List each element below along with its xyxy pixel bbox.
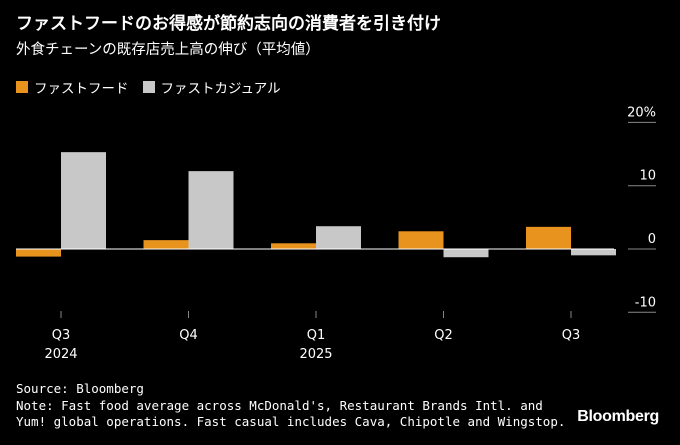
x-tick-label-2: Q1 <box>307 328 326 343</box>
footnote-line-1: Note: Fast food average across McDonald'… <box>16 397 543 413</box>
bar-fast-casual-1 <box>188 171 234 249</box>
legend-swatch-fast-food <box>16 81 28 93</box>
y-tick-label-0: 20% <box>627 105 656 120</box>
x-tick-label-4: Q3 <box>562 328 581 343</box>
bar-fast-food-1 <box>143 240 189 249</box>
chart-subtitle: 外食チェーンの既存店売上高の伸び（平均値） <box>16 42 320 58</box>
footnote-line-2: Yum! global operations. Fast casual incl… <box>16 414 566 429</box>
chart-title: ファストフードのお得感が節約志向の消費者を引き付け <box>16 14 441 34</box>
y-tick-label-2: 0 <box>648 232 656 247</box>
bar-fast-casual-4 <box>571 249 616 256</box>
bar-fast-casual-3 <box>443 249 489 258</box>
bar-fast-casual-2 <box>316 226 361 249</box>
x-tick-label-1: Q4 <box>179 328 198 343</box>
y-tick-label-3: -10 <box>635 295 656 310</box>
y-tick-label-1: 10 <box>639 169 656 184</box>
chart-footer: Source: Bloomberg Note: Fast food averag… <box>16 381 565 431</box>
source-note: Source: Bloomberg <box>16 381 144 396</box>
legend-swatch-fast-casual <box>142 81 155 93</box>
bar-fast-casual-0 <box>61 152 106 249</box>
bar-fast-food-2 <box>271 243 316 249</box>
x-tick-year-0: 2024 <box>44 347 77 362</box>
x-tick-label-3: Q2 <box>434 328 453 343</box>
bar-fast-food-3 <box>398 231 444 249</box>
bar-fast-food-4 <box>526 226 571 249</box>
bloomberg-logo: Bloomberg <box>577 408 659 425</box>
bar-fast-food-0 <box>16 249 61 257</box>
x-tick-year-2: 2025 <box>299 347 332 362</box>
legend-item-fast-food: ファストフード <box>16 77 129 97</box>
legend-label-fast-casual: ファストカジュアル <box>160 81 281 97</box>
legend-label-fast-food: ファストフード <box>34 81 129 97</box>
legend: ファストフード ファストカジュアル <box>16 77 295 97</box>
x-tick-label-0: Q3 <box>52 328 71 343</box>
legend-item-fast-casual: ファストカジュアル <box>142 77 281 97</box>
